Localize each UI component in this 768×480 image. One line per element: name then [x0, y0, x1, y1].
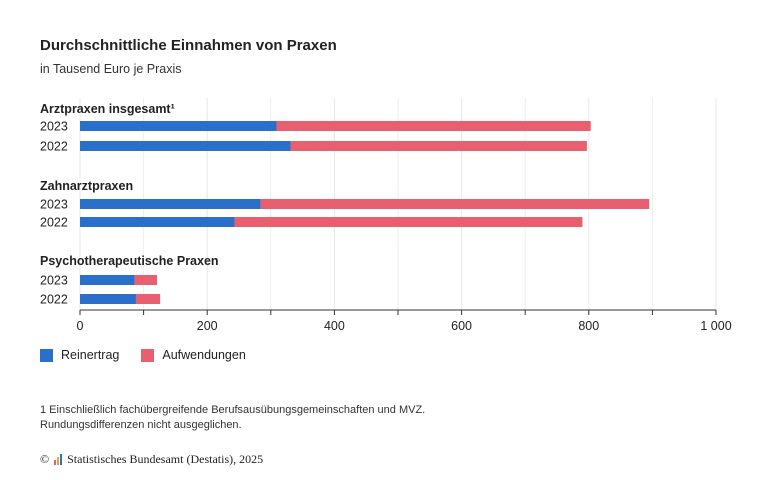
bar-reinertrag-2-0 [80, 275, 135, 285]
legend: Reinertrag Aufwendungen [40, 348, 246, 362]
group-label-0: Arztpraxen insgesamt¹ [40, 102, 175, 116]
legend-label-reinertrag: Reinertrag [61, 348, 120, 362]
x-tick-label-1000: 1 000 [700, 319, 731, 333]
year-label-1-0: 2023 [40, 198, 68, 212]
legend-item-reinertrag[interactable]: Reinertrag [40, 348, 119, 362]
source-text: Statistisches Bundesamt (Destatis), 2025 [67, 452, 264, 466]
legend-swatch-reinertrag [40, 348, 53, 362]
footnote-line-2: Rundungsdifferenzen nicht ausgeglichen. [40, 419, 242, 431]
year-label-0-0: 2023 [40, 120, 68, 134]
bar-aufwendungen-0-1 [290, 141, 587, 151]
group-label-1: Zahnarztpraxen [40, 179, 133, 193]
chart-title: Durchschnittliche Einnahmen von Praxen [40, 37, 337, 54]
bar-aufwendungen-0-0 [276, 121, 591, 131]
x-tick-label-800: 800 [578, 319, 599, 333]
x-tick-label-0: 0 [77, 319, 84, 333]
bar-reinertrag-1-0 [80, 199, 261, 209]
footnote: 1 Einschließlich fachübergreifende Beruf… [40, 403, 425, 433]
year-label-1-1: 2022 [40, 216, 68, 230]
bar-reinertrag-0-0 [80, 121, 277, 131]
bar-aufwendungen-1-1 [234, 217, 583, 227]
bar-reinertrag-0-1 [80, 141, 291, 151]
bar-reinertrag-1-1 [80, 217, 235, 227]
source-credit: © Statistisches Bundesamt (Destatis), 20… [40, 452, 263, 467]
bar-aufwendungen-1-0 [260, 199, 650, 209]
legend-label-aufwendungen: Aufwendungen [162, 348, 246, 362]
legend-swatch-aufwendungen [141, 348, 155, 362]
bar-reinertrag-2-1 [80, 294, 136, 304]
legend-item-aufwendungen[interactable]: Aufwendungen [141, 348, 246, 362]
bar-aufwendungen-2-1 [135, 294, 161, 304]
chart-subtitle: in Tausend Euro je Praxis [40, 62, 182, 76]
copyright-symbol: © [40, 452, 50, 466]
x-tick-label-400: 400 [324, 319, 345, 333]
x-tick-label-600: 600 [451, 319, 472, 333]
year-label-2-1: 2022 [40, 293, 68, 307]
year-label-2-0: 2023 [40, 274, 68, 288]
destatis-logo-icon [54, 454, 63, 465]
chart-plot: Arztpraxen insgesamt¹ 2023 2022 Zahnarztpra… [40, 98, 732, 333]
footnote-line-1: 1 Einschließlich fachübergreifende Beruf… [40, 404, 426, 416]
bar-aufwendungen-2-0 [134, 275, 157, 285]
x-tick-label-200: 200 [197, 319, 218, 333]
group-label-2: Psychotherapeutische Praxen [40, 254, 219, 268]
year-label-0-1: 2022 [40, 140, 68, 154]
